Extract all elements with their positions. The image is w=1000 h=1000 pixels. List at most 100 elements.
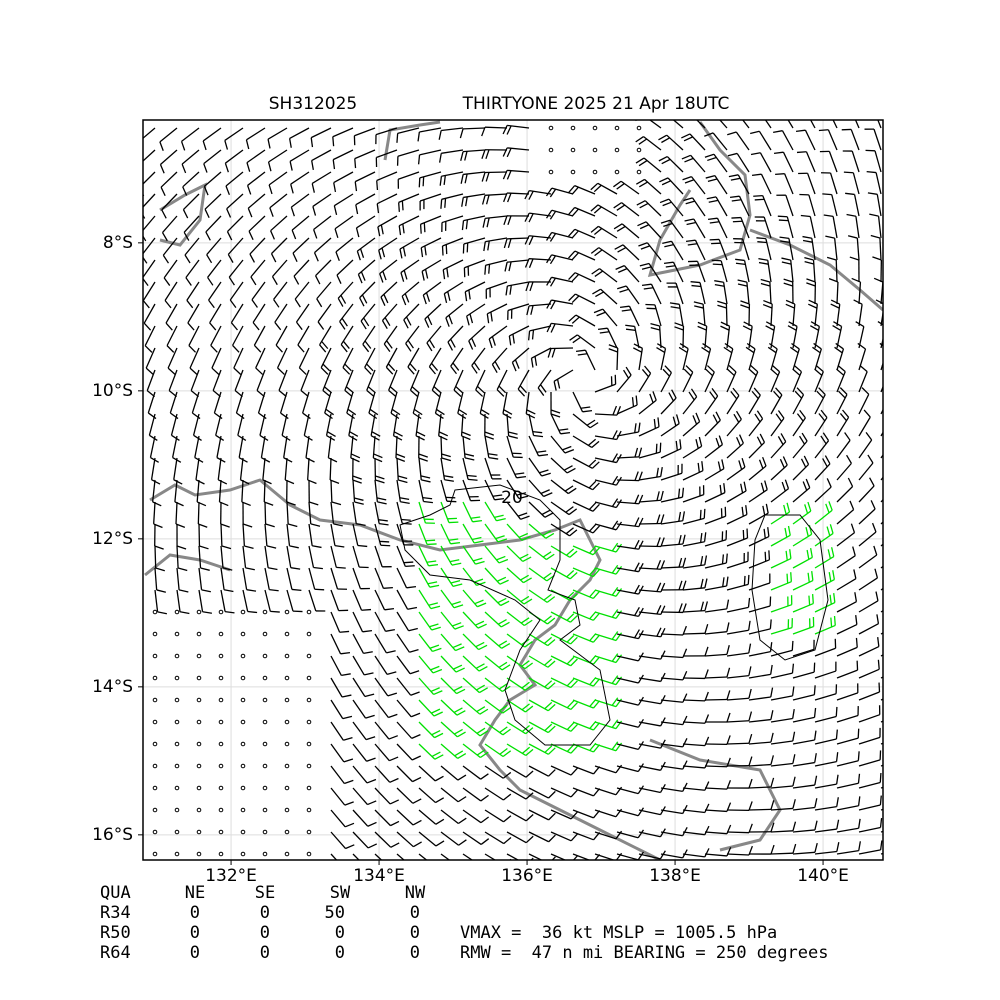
calm-marker: [152, 741, 158, 747]
calm-marker: [614, 125, 620, 131]
barb-staff: [660, 496, 683, 503]
wind-barb: [440, 765, 467, 781]
wind-barb: [682, 848, 710, 858]
barb-staff: [235, 391, 244, 414]
wind-barb: [481, 149, 508, 160]
barb-staff: [858, 304, 863, 327]
barb-tick: [479, 708, 489, 715]
barb-tick: [346, 412, 355, 420]
barb-tick: [806, 278, 816, 283]
wind-barb: [459, 127, 486, 139]
barb-staff: [616, 809, 639, 817]
barb-tick: [485, 172, 490, 182]
row-label: R50: [100, 923, 131, 943]
barb-tick: [857, 796, 861, 806]
barb-tick: [665, 265, 676, 268]
wind-barb: [396, 523, 414, 546]
barb-tick: [516, 475, 527, 479]
wind-barb: [638, 672, 666, 683]
barb-staff: [276, 347, 288, 369]
barb-tick: [530, 305, 534, 315]
barb-tick: [387, 363, 396, 372]
barb-tick: [388, 389, 397, 398]
barb-staff: [462, 567, 477, 586]
barb-tick: [378, 250, 382, 260]
wind-barb: [484, 501, 506, 522]
wind-barb: [528, 435, 549, 457]
wind-barb: [841, 128, 860, 151]
barb-staff: [792, 829, 815, 833]
barb-staff: [462, 633, 480, 651]
barb-tick: [544, 658, 553, 666]
barb-staff: [638, 372, 652, 393]
barb-staff: [164, 281, 178, 301]
wind-barb: [660, 670, 688, 681]
wind-barb: [726, 410, 742, 437]
barb-tick: [704, 825, 710, 835]
barb-tick: [805, 478, 811, 489]
barb-staff: [418, 699, 435, 717]
barb-tick: [635, 178, 645, 185]
barb-tick: [570, 767, 578, 776]
barb-staff: [507, 259, 530, 263]
barb-tick: [679, 343, 689, 350]
barb-staff: [303, 413, 310, 436]
barb-tick: [434, 732, 444, 739]
wind-barb: [484, 831, 512, 845]
wind-barb: [441, 215, 464, 233]
wind-barb: [704, 132, 728, 151]
wind-barb: [773, 130, 794, 151]
barb-tick: [325, 408, 335, 416]
barb-tick: [203, 186, 209, 196]
barb-staff: [814, 670, 837, 679]
calm-marker: [196, 609, 202, 615]
wind-barb: [385, 347, 398, 375]
wind-barb: [484, 787, 512, 801]
barb-tick: [428, 366, 436, 375]
wind-barb: [872, 256, 883, 283]
calm-marker: [174, 675, 180, 681]
barb-tick: [456, 710, 466, 716]
barb-tick: [569, 572, 578, 580]
barb-tick: [594, 249, 603, 257]
barb-tick: [684, 218, 694, 222]
barb-staff: [748, 808, 772, 811]
calm-marker: [570, 125, 576, 131]
barb-tick: [291, 588, 302, 591]
barb-tick: [334, 545, 345, 548]
barb-tick: [758, 459, 764, 469]
barb-tick: [820, 409, 828, 418]
barb-tick: [662, 368, 670, 377]
barb-tick: [433, 386, 442, 394]
calm-marker: [174, 653, 180, 659]
barb-tick: [742, 325, 752, 331]
barb-staff: [770, 604, 792, 613]
wind-barb: [308, 567, 325, 591]
barb-tick: [310, 137, 314, 148]
barb-tick: [270, 230, 275, 240]
wind-barb: [836, 841, 861, 855]
wind-barb: [143, 127, 156, 140]
barb-staff: [506, 435, 514, 458]
wind-barb: [528, 743, 556, 755]
wind-barb: [144, 325, 156, 353]
barb-staff: [248, 215, 266, 232]
barb-staff: [660, 633, 684, 636]
barb-tick: [461, 220, 465, 231]
barb-staff: [190, 369, 200, 391]
barb-staff: [252, 303, 266, 323]
wind-barb: [374, 457, 385, 484]
barb-staff: [572, 809, 594, 819]
wind-barb: [608, 344, 619, 371]
row-label: R34: [100, 903, 131, 923]
barb-tick: [661, 137, 671, 144]
calm-marker: [570, 169, 576, 175]
wind-barb: [638, 242, 662, 261]
barb-tick: [570, 680, 578, 689]
barb-staff: [281, 413, 288, 436]
barb-staff: [273, 281, 288, 300]
barb-tick: [468, 289, 471, 300]
barb-tick: [570, 658, 578, 667]
barb-staff: [880, 786, 883, 789]
wind-barb: [572, 479, 600, 491]
